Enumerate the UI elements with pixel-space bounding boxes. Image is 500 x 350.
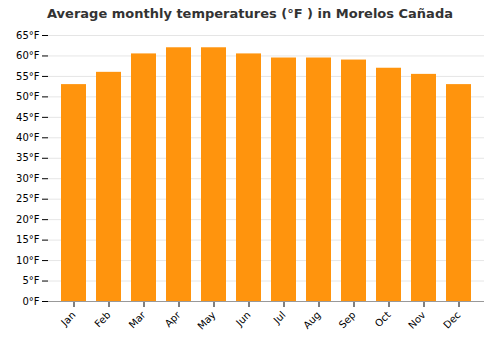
svg-text:40°F: 40°F bbox=[16, 132, 40, 143]
svg-text:Dec: Dec bbox=[441, 309, 462, 330]
svg-text:Jun: Jun bbox=[233, 309, 253, 329]
svg-text:0°F: 0°F bbox=[22, 296, 39, 307]
svg-text:Aug: Aug bbox=[301, 309, 323, 331]
svg-text:Nov: Nov bbox=[406, 309, 428, 331]
svg-text:Mar: Mar bbox=[127, 309, 149, 331]
svg-text:30°F: 30°F bbox=[16, 173, 40, 184]
svg-text:25°F: 25°F bbox=[16, 193, 40, 204]
svg-text:Jan: Jan bbox=[58, 309, 77, 328]
svg-text:45°F: 45°F bbox=[16, 112, 40, 123]
svg-text:Feb: Feb bbox=[92, 309, 112, 329]
svg-text:15°F: 15°F bbox=[16, 234, 40, 245]
svg-text:May: May bbox=[195, 309, 217, 331]
svg-text:50°F: 50°F bbox=[16, 91, 40, 102]
html-text:Average monthly temperatures (: Average monthly temperatures (°F ) in Mo… bbox=[47, 6, 453, 21]
svg-text:Oct: Oct bbox=[373, 309, 393, 329]
svg-text:Sep: Sep bbox=[337, 309, 358, 330]
svg-text:20°F: 20°F bbox=[16, 214, 40, 225]
svg-text:Apr: Apr bbox=[163, 309, 184, 330]
svg-text:65°F: 65°F bbox=[16, 30, 40, 41]
svg-text:5°F: 5°F bbox=[22, 275, 39, 286]
svg-text:55°F: 55°F bbox=[16, 71, 40, 82]
svg-text:35°F: 35°F bbox=[16, 152, 40, 163]
svg-text:60°F: 60°F bbox=[16, 50, 40, 61]
svg-text:Jul: Jul bbox=[271, 309, 288, 326]
svg-text:10°F: 10°F bbox=[16, 255, 40, 266]
